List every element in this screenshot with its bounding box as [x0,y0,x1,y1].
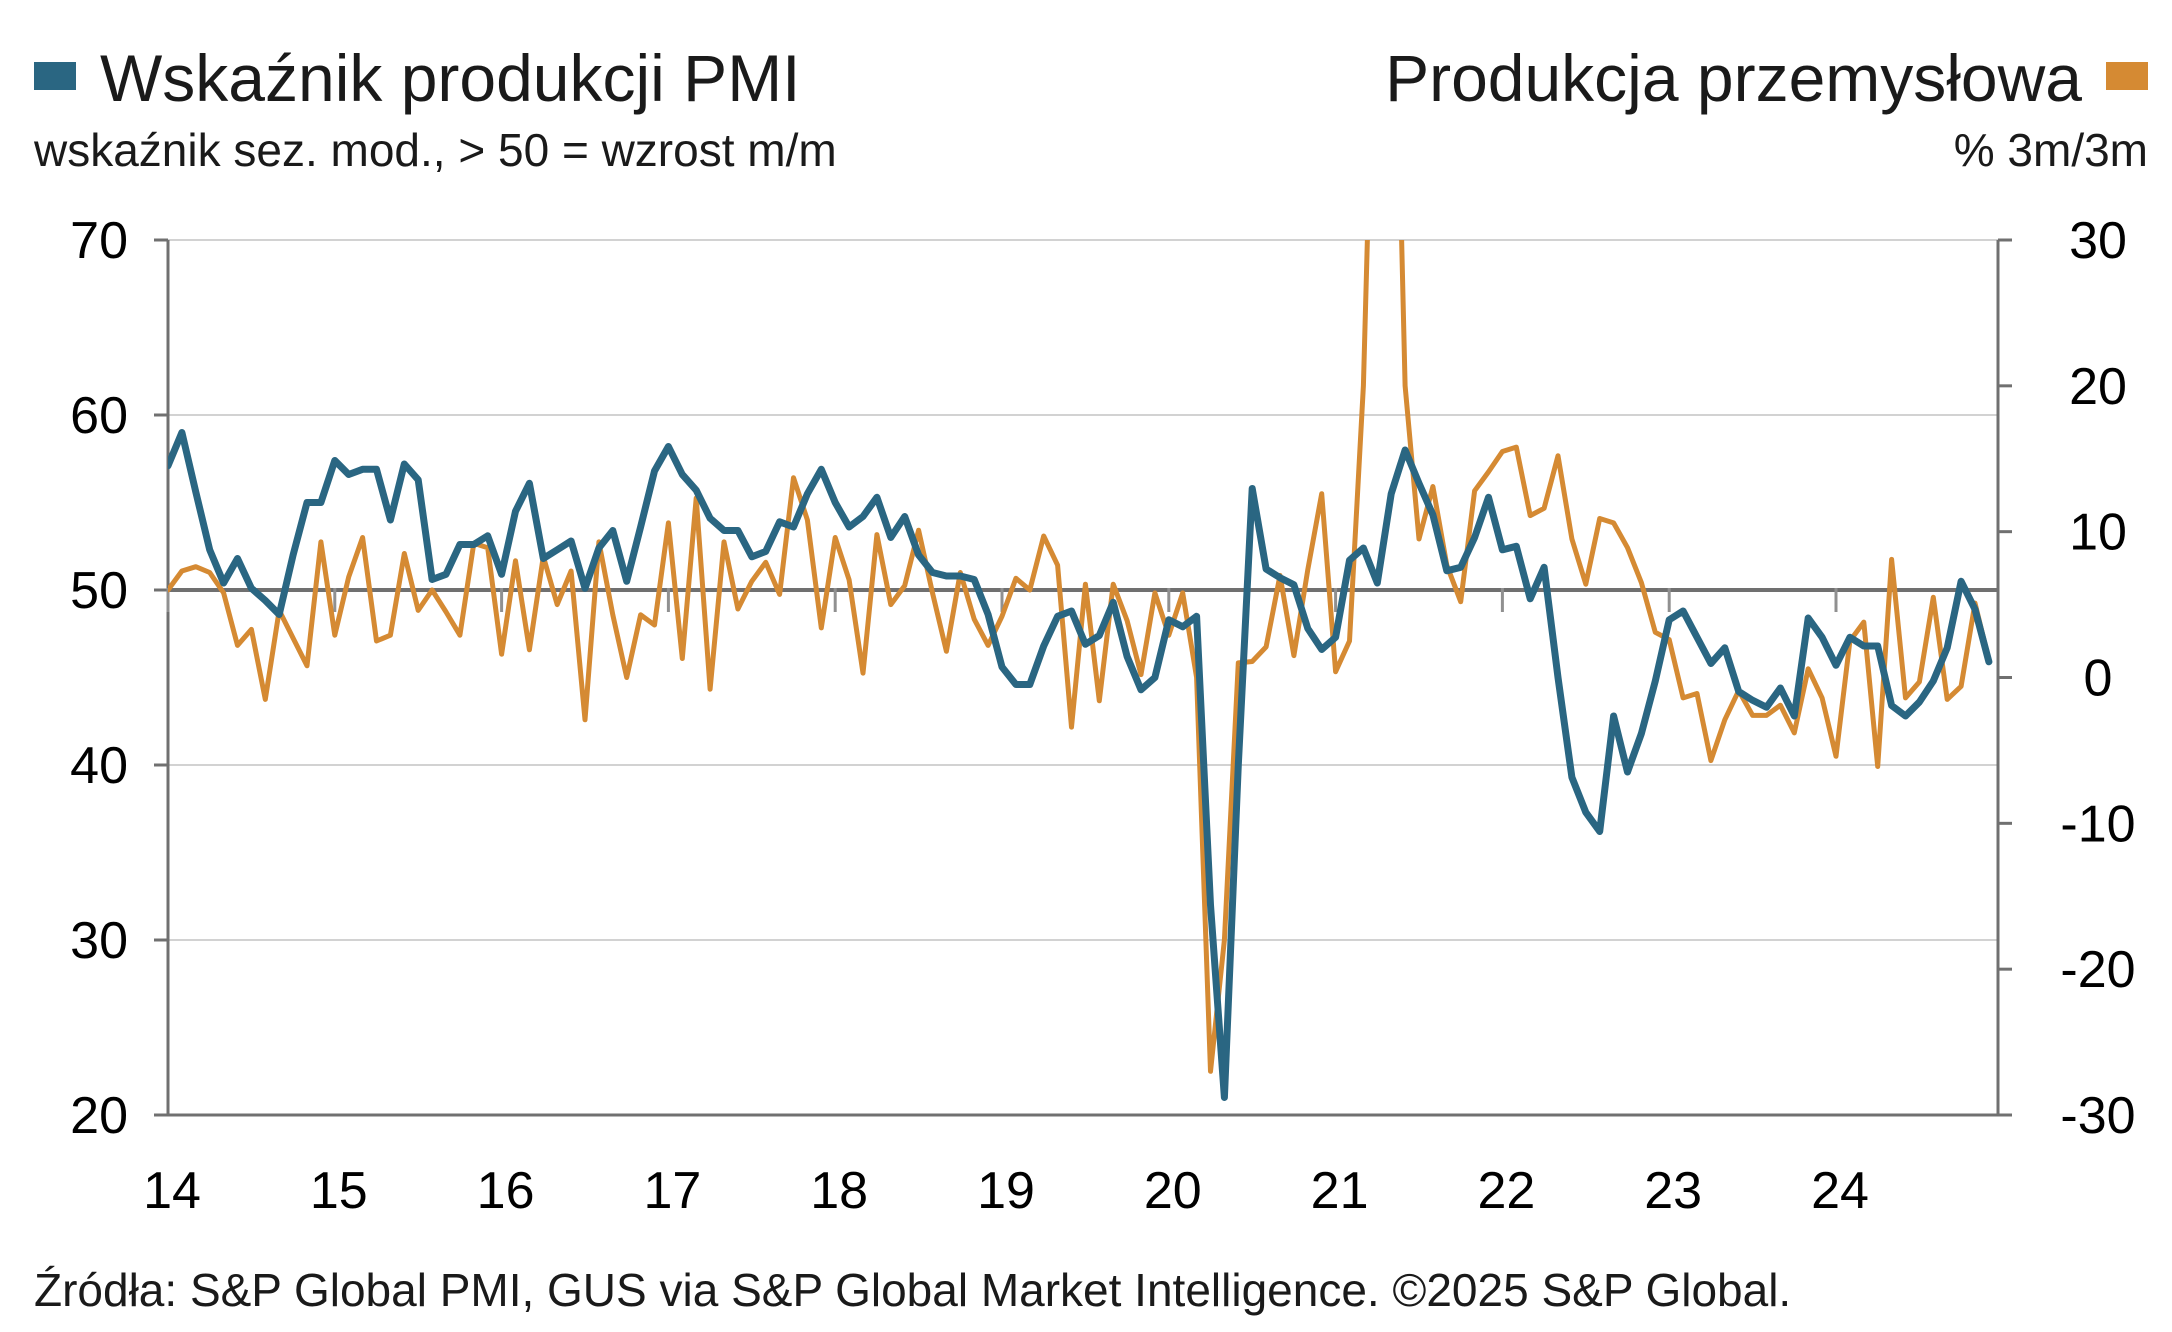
x-axis-tick-label: 15 [310,1162,368,1220]
legend-label-pmi: Wskaźnik produkcji PMI [100,41,801,115]
legend-label-industrial-production: Produkcja przemysłowa [1385,41,2082,115]
legend-industrial-production: Produkcja przemysłowa [1385,38,2148,118]
x-axis-tick-label: 17 [643,1162,701,1220]
right-axis-subtitle: % 3m/3m [1953,124,2148,176]
x-axis-tick-label: 24 [1811,1162,1869,1220]
right-axis-tick-label: -30 [2060,1087,2135,1145]
right-axis-tick-label: -10 [2060,795,2135,853]
left-axis-tick-label: 40 [70,737,128,795]
x-axis-tick-label: 20 [1144,1162,1202,1220]
left-axis-tick-label: 50 [70,562,128,620]
right-axis-tick-label: -20 [2060,941,2135,999]
x-axis-tick-label: 23 [1644,1162,1702,1220]
source-note: Źródła: S&P Global PMI, GUS via S&P Glob… [34,1264,1792,1316]
x-axis-tick-label: 16 [477,1162,535,1220]
legend-swatch-industrial-production [2106,61,2148,90]
legend-swatch-pmi [34,61,76,90]
x-axis-tick-label: 21 [1311,1162,1369,1220]
right-axis-tick-label: 10 [2069,504,2127,562]
left-axis-subtitle: wskaźnik sez. mod., > 50 = wzrost m/m [34,124,837,176]
right-axis-tick-label: 30 [2069,212,2127,270]
series-line-pmi [168,429,1993,1101]
series-lines [168,240,1993,1101]
x-axis-tick-label: 22 [1477,1162,1535,1220]
gridlines [168,239,1998,1116]
series-line-industrial-production [168,240,1992,1074]
x-axis-tick-label: 19 [977,1162,1035,1220]
left-axis-tick-label: 60 [70,387,128,445]
x-axis-tick-label: 14 [143,1162,201,1220]
tick-labels: 20 30 40 50 60 70 -30 -20 -10 0 10 20 30 14 15 16 17 18 19… [70,212,2135,1220]
x-axis-tick-label: 18 [810,1162,868,1220]
left-axis-tick-label: 70 [70,212,128,270]
right-axis-tick-label: 20 [2069,358,2127,416]
legend-pmi: Wskaźnik produkcji PMI [34,38,801,118]
left-axis-tick-label: 30 [70,912,128,970]
right-axis-tick-label: 0 [2084,650,2113,708]
left-axis-tick-label: 20 [70,1087,128,1145]
